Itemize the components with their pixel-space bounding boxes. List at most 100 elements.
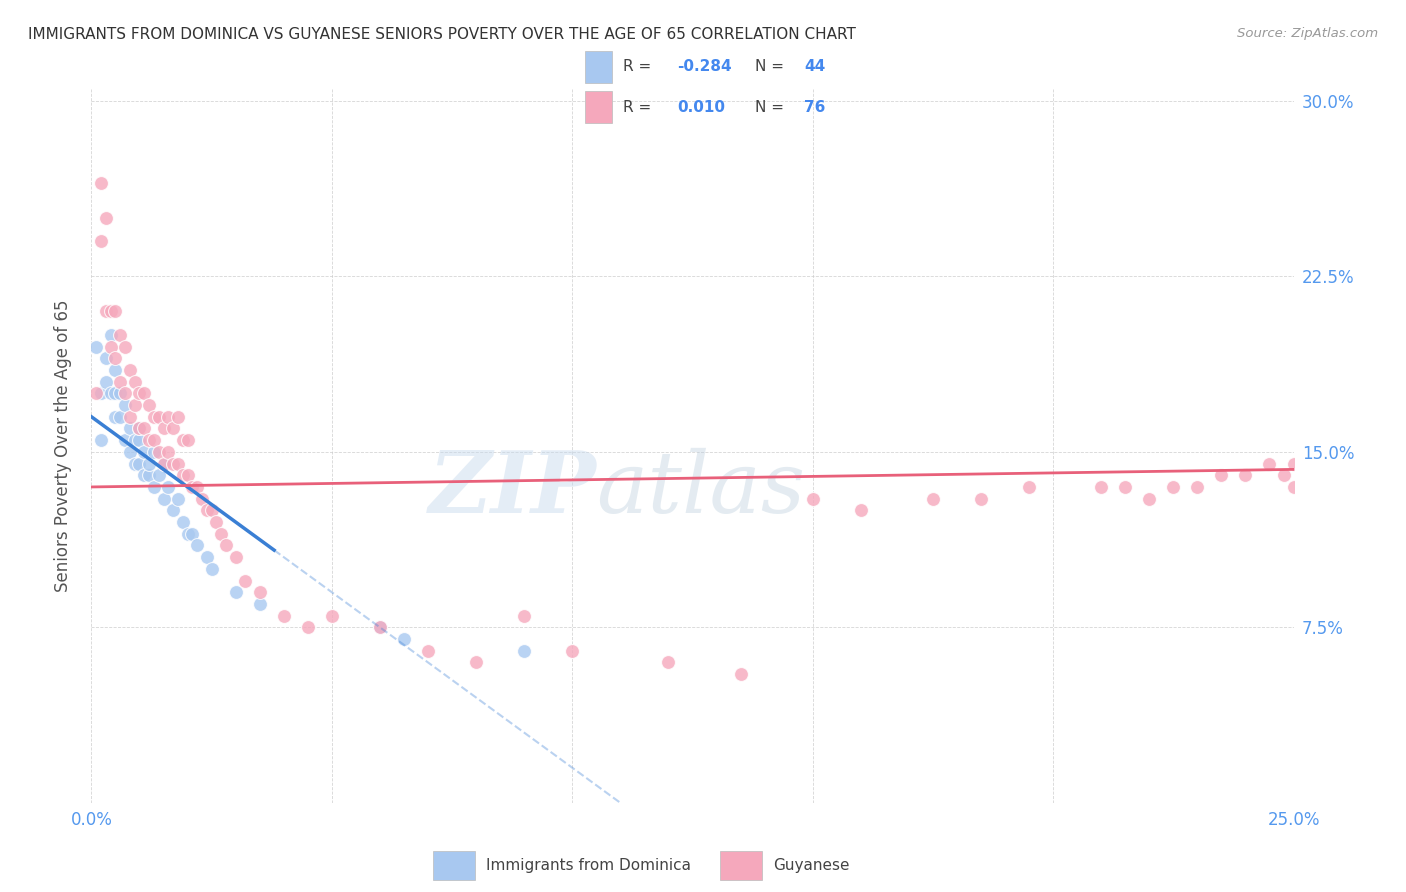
Point (138, 468, 160, 483)
Point (368, 620, 391, 634)
Point (134, 445, 156, 459)
Text: ZIP: ZIP (429, 447, 596, 531)
Point (128, 457, 150, 471)
Text: IMMIGRANTS FROM DOMINICA VS GUYANESE SENIORS POVERTY OVER THE AGE OF 65 CORRELAT: IMMIGRANTS FROM DOMINICA VS GUYANESE SEN… (28, 27, 856, 42)
Point (465, 656, 488, 670)
Point (110, 327, 132, 342)
Point (730, 667, 752, 681)
Point (142, 480, 165, 494)
Point (152, 421, 174, 435)
Text: R =: R = (623, 59, 651, 74)
Point (94, 375, 117, 389)
Point (90, 176, 112, 190)
Point (172, 433, 194, 447)
Point (657, 656, 679, 670)
Point (1161, 480, 1184, 494)
Point (172, 468, 194, 483)
Point (1282, 457, 1305, 471)
Point (134, 386, 156, 401)
Point (90, 386, 112, 401)
Point (90, 433, 112, 447)
Point (176, 468, 198, 483)
Point (114, 340, 136, 354)
Point (134, 421, 156, 435)
Point (181, 480, 204, 494)
Point (205, 515, 228, 529)
Point (1282, 480, 1305, 494)
Point (118, 445, 141, 459)
Point (104, 409, 127, 424)
Point (142, 445, 165, 459)
Point (94, 304, 117, 318)
Point (100, 327, 122, 342)
Text: 44: 44 (804, 59, 825, 74)
Point (104, 363, 127, 377)
Point (118, 363, 141, 377)
Point (124, 457, 146, 471)
Point (1272, 468, 1295, 483)
Point (114, 398, 136, 412)
Text: 76: 76 (804, 100, 825, 115)
Point (513, 608, 536, 623)
Point (124, 398, 146, 412)
Point (84, 340, 107, 354)
Point (152, 491, 174, 506)
Point (186, 538, 208, 552)
Point (1018, 480, 1040, 494)
Point (1090, 480, 1112, 494)
Point (922, 491, 945, 506)
Point (195, 503, 218, 517)
Point (110, 375, 132, 389)
Point (249, 585, 271, 599)
Point (233, 574, 256, 588)
Point (167, 409, 190, 424)
Text: -0.284: -0.284 (678, 59, 733, 74)
Point (273, 608, 295, 623)
Text: R =: R = (623, 100, 651, 115)
Text: Source: ZipAtlas.com: Source: ZipAtlas.com (1237, 27, 1378, 40)
Point (167, 491, 190, 506)
Point (186, 480, 208, 494)
Text: Immigrants from Dominica: Immigrants from Dominica (486, 858, 692, 872)
Point (849, 503, 872, 517)
Point (1114, 480, 1136, 494)
Point (118, 421, 141, 435)
Point (162, 457, 184, 471)
Text: atlas: atlas (596, 448, 806, 530)
Point (561, 644, 583, 658)
Point (94, 211, 117, 225)
Point (104, 351, 127, 366)
Text: 0.010: 0.010 (678, 100, 725, 115)
Point (1187, 480, 1209, 494)
Point (321, 608, 343, 623)
Point (801, 491, 824, 506)
Point (297, 620, 319, 634)
Point (152, 457, 174, 471)
Point (128, 421, 150, 435)
Point (152, 457, 174, 471)
Point (110, 409, 132, 424)
Point (157, 409, 180, 424)
Point (90, 234, 112, 248)
Point (94, 351, 117, 366)
Point (114, 433, 136, 447)
Point (138, 398, 160, 412)
Point (176, 433, 198, 447)
Point (110, 386, 132, 401)
Point (142, 433, 165, 447)
Point (392, 632, 415, 646)
Point (100, 304, 122, 318)
Point (104, 304, 127, 318)
Point (138, 433, 160, 447)
Text: N =: N = (755, 59, 785, 74)
Point (167, 457, 190, 471)
Point (148, 468, 170, 483)
Point (100, 386, 122, 401)
Y-axis label: Seniors Poverty Over the Age of 65: Seniors Poverty Over the Age of 65 (53, 300, 72, 592)
Text: Guyanese: Guyanese (773, 858, 849, 872)
Point (368, 620, 391, 634)
Point (181, 526, 204, 541)
Point (128, 421, 150, 435)
Text: N =: N = (755, 100, 785, 115)
Point (201, 562, 224, 576)
